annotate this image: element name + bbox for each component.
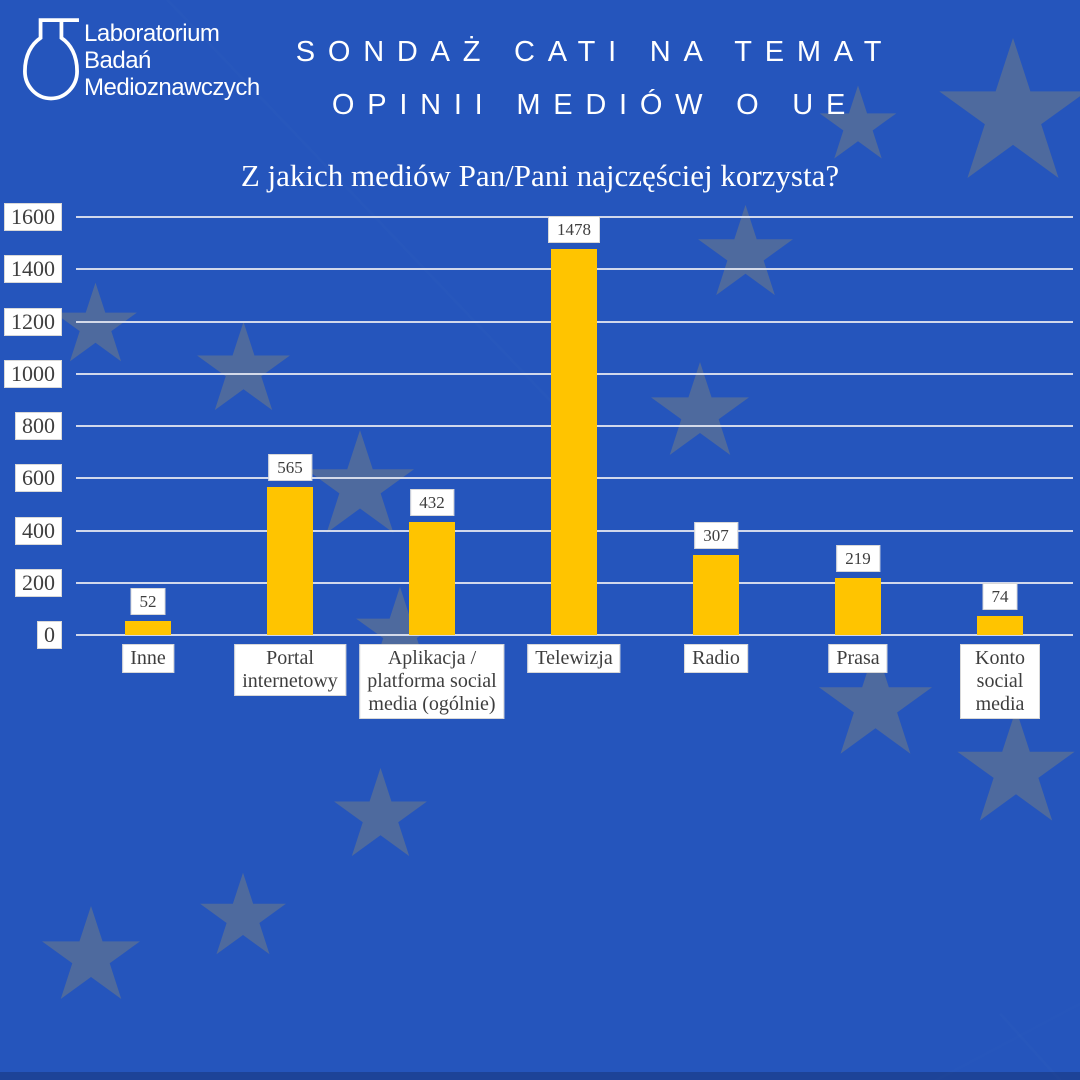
bar-6 (835, 577, 881, 635)
y-axis-tick-label: 1200 (4, 307, 62, 336)
bar-value-label: 74 (982, 582, 1018, 610)
bar-value-label: 307 (694, 521, 738, 549)
bar-3 (409, 522, 455, 635)
bar-1 (125, 621, 171, 635)
y-axis-tick-label: 400 (15, 516, 62, 545)
eu-star-icon (956, 707, 1076, 823)
lab-logo: Laboratorium Badań Medioznawczych (22, 16, 260, 112)
eu-star-icon (333, 766, 428, 858)
bar-4 (551, 248, 597, 635)
y-axis-tick-label: 0 (37, 621, 62, 649)
chart-title: Z jakich mediów Pan/Pani najczęściej kor… (240, 158, 840, 193)
eu-star-icon (697, 203, 794, 297)
y-axis-tick-label: 1600 (4, 203, 62, 231)
x-axis-category-label: Aplikacja / platforma social media (ogól… (359, 644, 505, 719)
y-axis-tick-label: 200 (15, 568, 62, 597)
y-axis-tick-label: 1400 (4, 255, 62, 284)
x-axis-category-label: Konto social media (960, 644, 1040, 719)
x-axis-category-label: Inne (122, 644, 174, 673)
main-title-line-1: SONDAŻ CATI NA TEMAT (295, 36, 895, 68)
eu-star-icon (305, 428, 415, 535)
eu-star-icon (199, 871, 287, 956)
main-title-line-2: OPINII MEDIÓW O UE (331, 89, 859, 121)
bar-value-label: 1478 (548, 215, 600, 243)
x-axis-category-label: Prasa (828, 644, 888, 673)
logo-text: Laboratorium Badań Medioznawczych (84, 20, 260, 112)
bar-value-label: 565 (268, 454, 312, 482)
bar-2 (267, 487, 313, 635)
bar-value-label: 432 (410, 489, 454, 517)
logo-line-3: Medioznawczych (84, 74, 260, 101)
bottom-strip (0, 1072, 1080, 1080)
eu-star-icon (41, 904, 141, 1001)
gridline (76, 634, 1073, 636)
bar-value-label: 52 (130, 588, 166, 616)
y-axis-tick-label: 1000 (4, 359, 62, 388)
eu-star-icon (818, 644, 933, 756)
bar-5 (693, 554, 739, 635)
eu-star-icon (650, 360, 750, 457)
x-axis-category-label: Telewizja (527, 644, 621, 673)
logo-line-2: Badań (84, 47, 151, 74)
eu-star-icon (819, 84, 897, 160)
eu-star-icon (938, 35, 1080, 181)
eu-star-icon (355, 585, 445, 672)
y-axis-tick-label: 800 (15, 412, 62, 440)
bar-value-label: 219 (836, 544, 880, 572)
x-axis-category-label: Radio (684, 644, 748, 673)
eu-star-icon (196, 320, 291, 412)
y-axis-tick-label: 600 (15, 464, 62, 493)
flask-logo-icon (23, 18, 79, 101)
x-axis-category-label: Portal internetowy (234, 644, 346, 696)
logo-line-1: Laboratorium (84, 20, 220, 47)
main-title: SONDAŻ CATI NA TEMAT OPINII MEDIÓW O UE (190, 26, 1000, 132)
bar-7 (977, 615, 1023, 635)
